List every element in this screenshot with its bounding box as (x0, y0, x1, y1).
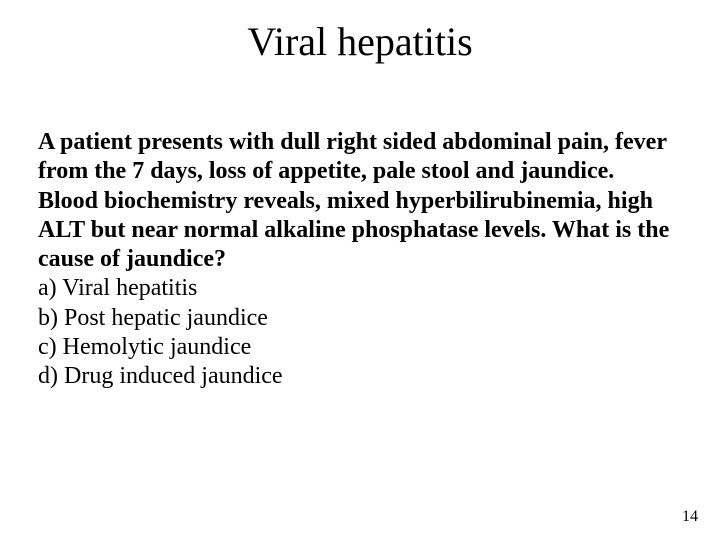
slide-title: Viral hepatitis (0, 18, 720, 65)
option-b: b) Post hepatic jaundice (38, 305, 268, 331)
option-c: c) Hemolytic jaundice (38, 334, 251, 360)
page-number: 14 (682, 508, 698, 526)
option-a: a) Viral hepatitis (38, 275, 197, 301)
slide: Viral hepatitis A patient presents with … (0, 0, 720, 540)
question-text: A patient presents with dull right sided… (38, 129, 669, 272)
option-d: d) Drug induced jaundice (38, 363, 283, 389)
slide-body: A patient presents with dull right sided… (38, 128, 678, 391)
